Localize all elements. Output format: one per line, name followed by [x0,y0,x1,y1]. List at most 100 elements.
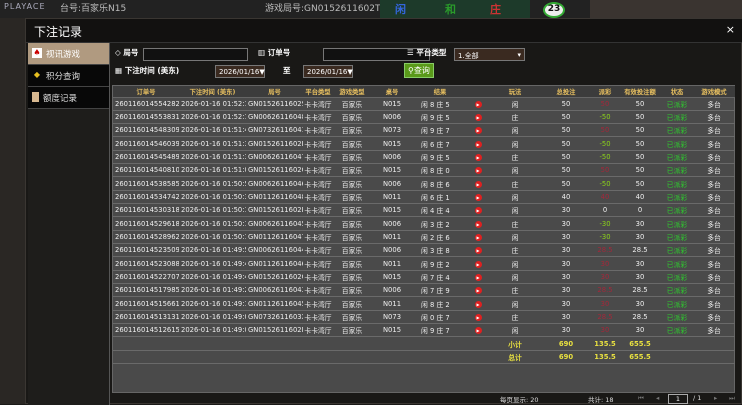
date-from-select[interactable]: 2026/01/16▼ [215,65,265,78]
play-video-icon[interactable]: ▶ [474,220,482,228]
date-to-select[interactable]: 2026/01/16▼ [303,65,353,78]
result-cell: 闲 8 庄 0 [413,163,467,178]
total-bet-cell: 30 [541,203,591,218]
round-input[interactable] [143,48,248,61]
count-badge: 23 [543,2,565,18]
play-video-icon[interactable]: ▶ [474,327,482,335]
play-video-icon[interactable]: ▶ [474,193,482,201]
empty-cell [467,336,489,351]
game-no-cell: GN01126116046 [246,256,303,271]
total-payout: 135.5 [591,350,619,365]
empty-cell [413,336,467,351]
order-no-cell: 260116014512615 [113,323,179,338]
table-row: 260116014554282 2026-01-16 01:52:15 GN0152… [113,97,735,111]
replay-cell[interactable]: ▶ [467,203,489,218]
replay-cell[interactable]: ▶ [467,283,489,298]
replay-cell[interactable]: ▶ [467,230,489,245]
play-video-icon[interactable]: ▶ [474,313,482,321]
platform-cell: 卡卡湾厅 [303,136,333,151]
sidebar-item-label: 视讯游戏 [46,50,81,60]
subtotal-payout: 135.5 [591,336,619,351]
payout-cell: 30 [591,296,619,311]
empty-cell [303,350,333,365]
replay-cell[interactable]: ▶ [467,97,489,111]
order-no-cell: 260116014529618 [113,216,179,231]
game-type-cell: 百家乐 [333,243,371,258]
bet-time-cell: 2026-01-16 01:52:15 [179,97,246,111]
play-video-icon[interactable]: ▶ [474,167,482,175]
play-video-icon[interactable]: ▶ [474,180,482,188]
document-icon [32,92,39,102]
replay-cell[interactable]: ▶ [467,123,489,138]
result-cell: 闲 3 庄 2 [413,216,467,231]
play-video-icon[interactable]: ▶ [474,300,482,308]
table-row: 260116014538585 2026-01-16 01:50:59 GN0062… [113,176,735,191]
play-video-icon[interactable]: ▶ [474,247,482,255]
replay-cell[interactable]: ▶ [467,270,489,285]
total-bet-cell: 30 [541,310,591,325]
game-type-cell: 百家乐 [333,136,371,151]
play-video-icon[interactable]: ▶ [474,153,482,161]
header-play: 玩法 [489,86,541,98]
replay-cell[interactable]: ▶ [467,110,489,125]
prev-page-icon[interactable]: ◂ [656,394,660,402]
result-cell: 闲 9 庄 5 [413,150,467,165]
play-video-icon[interactable]: ▶ [474,287,482,295]
game-mode-cell: 多台 [693,230,735,245]
last-page-icon[interactable]: ⏭ [729,394,735,402]
table-no-cell: N015 [371,323,413,338]
replay-cell[interactable]: ▶ [467,176,489,191]
game-mode-cell: 多台 [693,243,735,258]
total-bet-cell: 50 [541,97,591,111]
first-page-icon[interactable]: ⏮ [638,394,644,402]
sidebar-item-points[interactable]: ◆ 积分查询 [28,65,109,87]
diamond-icon: ◆ [33,70,41,79]
search-button[interactable]: ⚲查询 [404,63,434,78]
play-cell: 庄 [489,176,541,191]
order-input[interactable] [323,48,430,61]
next-page-icon[interactable]: ▸ [714,394,718,402]
play-video-icon[interactable]: ▶ [474,207,482,215]
payout-cell: 30 [591,270,619,285]
play-video-icon[interactable]: ▶ [474,233,482,241]
game-no-cell: GN0152611602Q [246,163,303,178]
play-video-icon[interactable]: ▶ [474,140,482,148]
replay-cell[interactable]: ▶ [467,150,489,165]
sidebar-item-live-games[interactable]: ♠ 视讯游戏 [28,43,109,65]
replay-cell[interactable]: ▶ [467,256,489,271]
order-no-cell: 260116014546039 [113,136,179,151]
replay-cell[interactable]: ▶ [467,243,489,258]
replay-cell[interactable]: ▶ [467,310,489,325]
play-video-icon[interactable]: ▶ [474,100,482,108]
page-input[interactable]: 1 [668,394,688,404]
play-cell: 庄 [489,150,541,165]
game-type-cell: 百家乐 [333,97,371,111]
valid-bet-cell: 30 [619,216,661,231]
total-valid: 655.5 [619,350,661,365]
sidebar-item-credit[interactable]: 额度记录 [28,87,109,109]
result-cell: 闲 2 庄 6 [413,230,467,245]
play-video-icon[interactable]: ▶ [474,113,482,121]
replay-cell[interactable]: ▶ [467,190,489,205]
table-no-cell: N073 [371,310,413,325]
game-mode-cell: 多台 [693,190,735,205]
platform-select[interactable]: 1.全部 ▾ [454,48,525,61]
payout-cell: -30 [591,216,619,231]
bet-time-cell: 2026-01-16 01:49:13 [179,296,246,311]
play-video-icon[interactable]: ▶ [474,127,482,135]
replay-cell[interactable]: ▶ [467,216,489,231]
header-bet-time: 下注时间 (美东) [179,86,246,98]
play-video-icon[interactable]: ▶ [474,260,482,268]
replay-cell[interactable]: ▶ [467,136,489,151]
table-row: 260116014553831 2026-01-16 01:52:12 GN0062… [113,110,735,125]
replay-cell[interactable]: ▶ [467,296,489,311]
game-number: 游戏局号:GN0152611602T [265,4,381,14]
table-row: 260116014517985 2026-01-16 01:49:23 GN0062… [113,283,735,298]
play-video-icon[interactable]: ▶ [474,273,482,281]
result-cell: 闲 8 庄 6 [413,176,467,191]
replay-cell[interactable]: ▶ [467,163,489,178]
close-icon[interactable]: × [725,23,735,36]
header-order-no: 订单号 [113,86,179,98]
order-no-cell: 260116014528962 [113,230,179,245]
replay-cell[interactable]: ▶ [467,323,489,338]
